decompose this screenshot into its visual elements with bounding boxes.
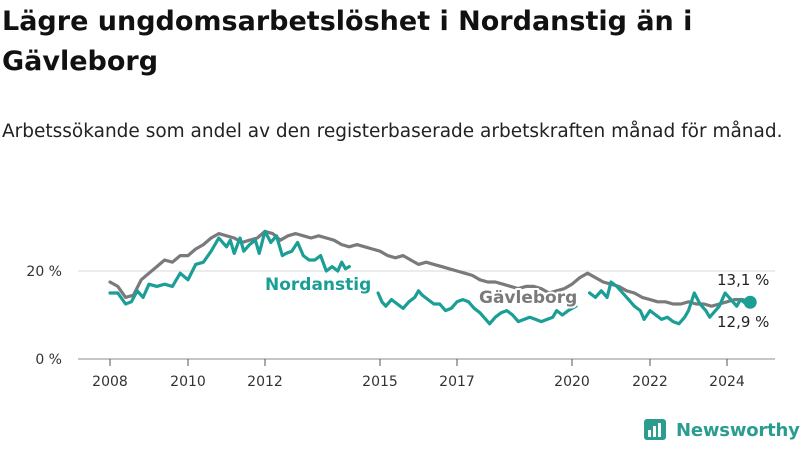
y-tick-label: 20 % [26,264,62,280]
x-tick-label: 2024 [709,374,745,390]
x-tick-label: 2008 [92,374,128,390]
newsworthy-icon [644,419,666,440]
x-tick-label: 2010 [170,374,206,390]
x-tick-label: 2015 [362,374,398,390]
brand-logo: Newsworthy [644,418,800,442]
series-line-gavleborg [108,229,752,308]
series-line-nordanstig [587,280,752,326]
page-subtitle: Arbetssökande som andel av den registerb… [2,121,783,142]
series-lines [108,229,757,326]
series-label-gavleborg: Gävleborg [479,288,577,308]
series-line-nordanstig [376,289,578,326]
grid-lines: 0 % 20 % [26,264,775,368]
end-point-nordanstig [743,295,757,309]
y-tick-label: 0 % [35,352,62,368]
chart-labels: Nordanstig Gävleborg 13,1 % 12,9 % [263,269,771,333]
series-label-nordanstig: Nordanstig [265,275,371,295]
series-line-nordanstig [108,229,351,306]
x-tick-label: 2022 [632,374,668,390]
page-title: Lägre ungdomsarbetslöshet i Nordanstig ä… [2,6,693,77]
brand-name: Newsworthy [676,419,800,441]
x-tick-label: 2012 [247,374,283,390]
x-tick-label: 2020 [554,374,590,390]
axis-ticks: 2008 2010 2012 2015 2017 2020 2022 2024 [92,359,745,390]
end-label-gavleborg: 13,1 % [717,271,769,289]
end-label-nordanstig: 12,9 % [717,313,769,331]
x-tick-label: 2017 [439,374,475,390]
